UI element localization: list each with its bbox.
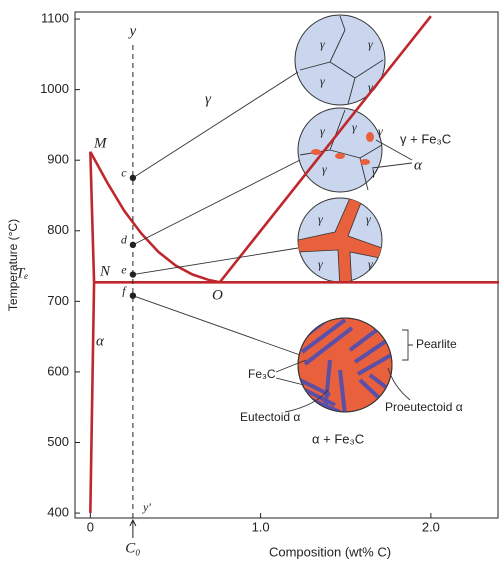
micrograph-label: γ [366,212,371,226]
x-tick-label: 1.0 [252,519,270,534]
y-tick-label: 1000 [40,81,69,96]
arrow [130,520,136,538]
point-label: c [121,166,127,180]
y-tick-label: 500 [47,434,69,449]
x-tick-label: 2.0 [422,519,440,534]
point-label: e [121,262,127,276]
phase-label: γ + Fe₃C [400,131,451,146]
micrograph-label: γ [322,162,327,176]
micrograph-label: γ [368,37,373,51]
y-tick-label: 400 [47,504,69,519]
state-point [130,175,136,181]
plot-frame [75,12,498,518]
composition-label: C₀ [125,540,140,556]
micrograph-label: γ [368,257,373,271]
phase-boundary [90,282,94,513]
leader-line [133,160,300,245]
point-label: N [99,263,111,279]
callout: Pearlite [416,337,457,351]
micrograph-label: γ [318,257,323,271]
callout: Fe₃C [248,367,276,381]
micrograph-label: γ [318,212,323,226]
leader-line [133,72,298,178]
y-tick-label: 700 [47,293,69,308]
y-axis-title: Temperature (°C) [6,219,20,311]
point-label: f [122,283,127,297]
y-tick-label: 1100 [41,10,69,25]
phase-diagram: γ γ γ γ γ γ γ γ γ γ γ γ γ γ γ + Fe₃C [0,0,499,563]
composition-label: y [128,23,137,39]
point-label: M [93,135,108,151]
phase-label: α + Fe₃C [312,431,364,446]
callout: Proeutectoid α [385,400,463,414]
micrograph-label: γ [352,120,357,134]
point-label: O [212,287,223,303]
micrograph-label: γ [320,74,325,88]
y-tick-label: 900 [47,152,69,167]
point-label: d [121,233,128,247]
y-tick-label: 600 [47,363,69,378]
phase-label: γ [205,91,212,107]
micrograph-label: γ [372,164,377,178]
micrograph: γ γ γ γ γ [298,108,383,192]
leader-line [133,296,300,355]
state-point [130,242,136,248]
callout: Eutectoid α [240,410,300,424]
micrograph-label: γ [378,124,383,138]
micrograph: γ γ γ γ [298,198,382,290]
phase-label: α [96,333,105,349]
x-tick-label: 0 [87,519,94,534]
phase-boundary [90,152,94,283]
x-axis-title: Composition (wt% C) [269,544,391,559]
callout: α [414,157,423,173]
composition-label: y' [142,500,151,514]
state-point [130,271,136,277]
y-tick-label: 800 [47,222,69,237]
micrograph-label: γ [320,37,325,51]
state-point [130,292,136,298]
micrograph-label: γ [320,124,325,138]
